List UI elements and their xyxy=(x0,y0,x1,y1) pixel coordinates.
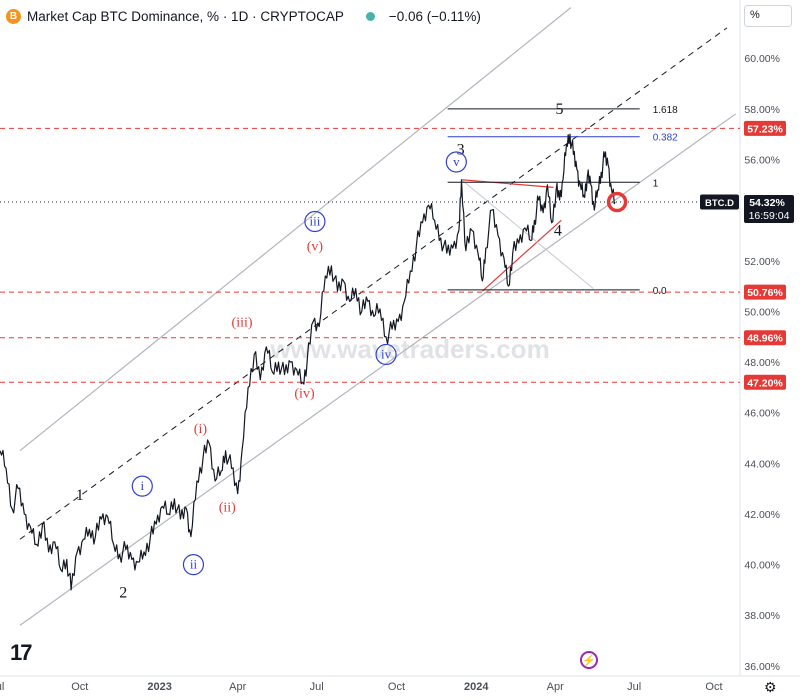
level-price-tag xyxy=(744,284,786,300)
wave-label: (iv) xyxy=(294,386,315,401)
x-tick-label: Oct xyxy=(388,681,405,693)
x-tick-label: ul xyxy=(0,681,4,693)
symbol-label: BTC.D xyxy=(705,198,734,209)
x-tick-label: Jul xyxy=(627,681,641,693)
channel-median-line xyxy=(19,27,728,540)
x-tick-label: Oct xyxy=(705,681,722,693)
level-price-label: 57.23% xyxy=(747,123,783,135)
price-series-line xyxy=(0,133,616,591)
x-tick-label: Apr xyxy=(229,681,246,693)
y-tick-label: 46.00% xyxy=(744,408,780,420)
fib-level-label: 0.0 xyxy=(653,286,667,297)
level-price-tag xyxy=(744,374,786,390)
triangle-lower-line xyxy=(481,219,562,292)
y-tick-label: 36.00% xyxy=(744,661,780,673)
x-tick-label: Oct xyxy=(71,681,88,693)
symbol-tag xyxy=(700,194,739,210)
wave-label: iv xyxy=(381,346,392,361)
current-price-label: 54.32% xyxy=(749,197,785,209)
chart-structure: 1.618 0.382 1 0.0 xyxy=(0,0,800,677)
wave-label: v xyxy=(453,154,460,169)
wave-label: 1 xyxy=(76,487,84,504)
wave-label: ii xyxy=(190,557,198,572)
y-tick-label: 50.00% xyxy=(744,306,780,318)
axis-layer: 36.00% 38.00% 40.00% 42.00% 44.00% 46.00% 48.0… xyxy=(0,53,794,693)
triangle-upper-line xyxy=(461,179,554,188)
y-tick-label: 44.00% xyxy=(744,458,780,470)
channel-upper-line xyxy=(19,7,572,452)
wave-label: i xyxy=(140,478,144,493)
x-tick-label: 2024 xyxy=(464,681,489,693)
x-tick-label: Apr xyxy=(547,681,564,693)
y-tick-label: 40.00% xyxy=(744,560,780,572)
level-price-tag xyxy=(744,330,786,346)
countdown-label: 16:59:04 xyxy=(749,210,790,222)
wave-label: 5 xyxy=(556,101,564,118)
wave-label: (v) xyxy=(307,240,324,255)
lightning-icon[interactable]: ⚡ xyxy=(580,651,598,669)
y-tick-label: 38.00% xyxy=(744,610,780,622)
wave-label-circle xyxy=(445,151,467,173)
chart-header: B Market Cap BTC Dominance, % · 1D · CRY… xyxy=(6,5,481,27)
y-tick-label: 60.00% xyxy=(744,53,780,65)
x-tick-label: 2023 xyxy=(147,681,171,693)
price-change: −0.06 (−0.11%) xyxy=(388,8,481,24)
level-price-tag xyxy=(744,120,786,136)
bitcoin-icon: B xyxy=(6,8,21,24)
wave-label-circle xyxy=(131,475,153,497)
level-price-label: 48.96% xyxy=(747,333,783,345)
wave-label: (iii) xyxy=(232,316,253,331)
scale-mode-button[interactable]: % xyxy=(744,5,792,27)
price-layer xyxy=(0,133,628,591)
fib-diagonal-line xyxy=(461,179,594,290)
fib-level-label: 0.382 xyxy=(653,133,678,144)
wave-label: iii xyxy=(309,214,320,229)
fib-level-label: 1.618 xyxy=(653,105,678,116)
fib-level-label: 1 xyxy=(653,178,659,189)
wave-label: 2 xyxy=(119,584,127,601)
y-tick-label: 56.00% xyxy=(744,155,780,167)
level-price-label: 50.76% xyxy=(747,287,783,299)
gear-icon[interactable]: ⚙ xyxy=(764,679,777,695)
level-price-label: 47.20% xyxy=(747,377,783,389)
wave-label: 3 xyxy=(457,141,465,158)
wave-label: (ii) xyxy=(219,500,236,515)
wave-label-circle xyxy=(182,553,205,576)
x-tick-label: Jul xyxy=(310,681,324,693)
current-price-tag xyxy=(744,195,794,224)
y-tick-label: 58.00% xyxy=(744,104,780,116)
price-marker-circle xyxy=(606,191,628,213)
wave-label: 4 xyxy=(554,222,562,239)
y-tick-label: 52.00% xyxy=(744,256,780,268)
market-status-dot xyxy=(365,11,375,21)
wave-label-circle xyxy=(375,343,397,366)
y-tick-label: 48.00% xyxy=(744,357,780,369)
wave-label-circle xyxy=(304,210,326,233)
y-tick-label: 42.00% xyxy=(744,509,780,521)
chart-title[interactable]: Market Cap BTC Dominance, % · 1D · CRYPT… xyxy=(27,8,344,24)
tradingview-logo[interactable]: 17 xyxy=(10,640,33,665)
channel-lower-line xyxy=(19,113,737,626)
wave-label: (i) xyxy=(194,422,208,437)
watermark: www.wavetraders.com xyxy=(269,334,549,364)
